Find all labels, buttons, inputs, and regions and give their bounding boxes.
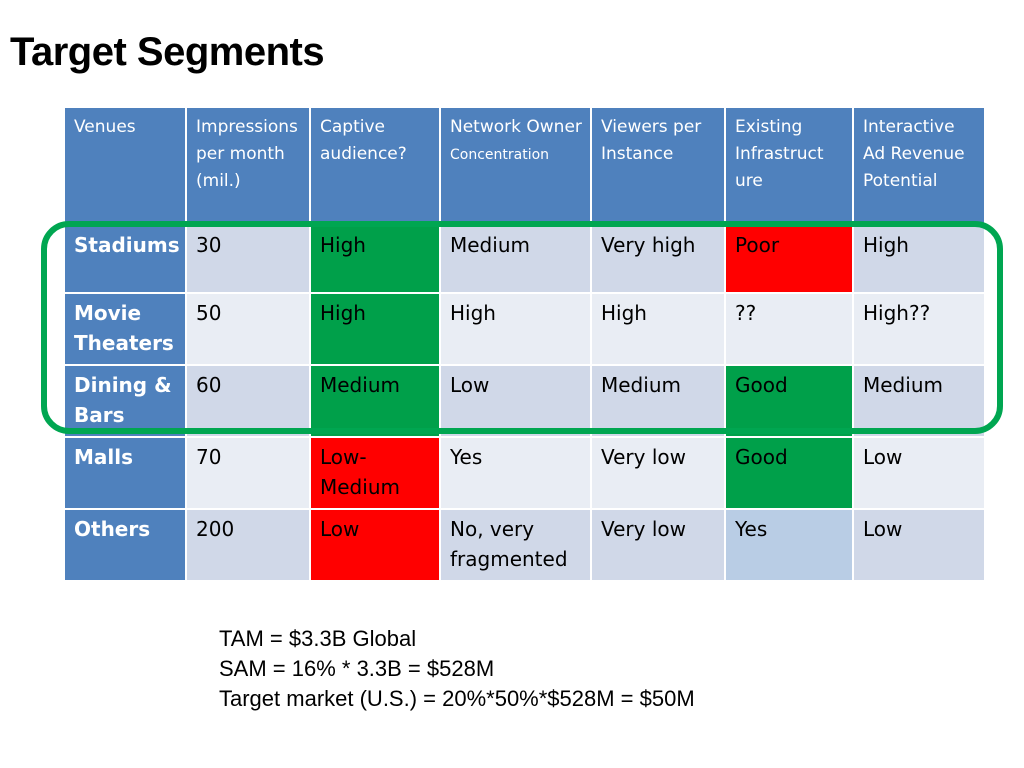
venue-cell: Others — [63, 508, 187, 582]
header-impressions: Impressions per month (mil.) — [185, 106, 311, 226]
impressions-cell: 200 — [185, 508, 311, 582]
table-row: Malls 70 Low-Medium Yes Very low Good Lo… — [63, 436, 986, 510]
venue-cell: Malls — [63, 436, 187, 510]
impressions-cell: 30 — [185, 224, 311, 294]
captive-cell: Medium — [309, 364, 441, 438]
revenue-potential-cell: Medium — [852, 364, 986, 438]
table-row: Stadiums 30 High Medium Very high Poor H… — [63, 224, 986, 294]
revenue-potential-cell: High?? — [852, 292, 986, 366]
network-owner-cell: High — [439, 292, 592, 366]
captive-cell: High — [309, 224, 441, 294]
tam-line: TAM = $3.3B Global — [219, 626, 417, 651]
slide-title: Target Segments — [10, 30, 325, 74]
table-row: Movie Theaters 50 High High High ?? High… — [63, 292, 986, 366]
target-segments-table: Venues Impressions per month (mil.) Capt… — [63, 106, 986, 582]
market-size-notes: TAM = $3.3B Global SAM = 16% * 3.3B = $5… — [219, 624, 695, 714]
impressions-cell: 50 — [185, 292, 311, 366]
captive-cell: Low — [309, 508, 441, 582]
impressions-cell: 70 — [185, 436, 311, 510]
revenue-potential-cell: High — [852, 224, 986, 294]
captive-cell: Low-Medium — [309, 436, 441, 510]
network-owner-cell: No, very fragmented — [439, 508, 592, 582]
table-row: Others 200 Low No, very fragmented Very … — [63, 508, 986, 582]
header-existing-infrastructure: Existing Infrastruct ure — [724, 106, 854, 226]
target-market-line: Target market (U.S.) = 20%*50%*$528M = $… — [219, 686, 695, 711]
captive-cell: High — [309, 292, 441, 366]
impressions-cell: 60 — [185, 364, 311, 438]
header-captive-audience: Captive audience? — [309, 106, 441, 226]
venue-cell: Stadiums — [63, 224, 187, 294]
header-network-owner: Network Owner Concentration — [439, 106, 592, 226]
infrastructure-cell: Good — [724, 436, 854, 510]
infrastructure-cell: Poor — [724, 224, 854, 294]
infrastructure-cell: Good — [724, 364, 854, 438]
sam-line: SAM = 16% * 3.3B = $528M — [219, 656, 495, 681]
infrastructure-cell: Yes — [724, 508, 854, 582]
revenue-potential-cell: Low — [852, 436, 986, 510]
table-row: Dining & Bars 60 Medium Low Medium Good … — [63, 364, 986, 438]
network-owner-cell: Medium — [439, 224, 592, 294]
network-owner-cell: Low — [439, 364, 592, 438]
header-venues: Venues — [63, 106, 187, 226]
viewers-cell: Medium — [590, 364, 726, 438]
viewers-cell: Very low — [590, 436, 726, 510]
viewers-cell: High — [590, 292, 726, 366]
header-ad-revenue-potential: Interactive Ad Revenue Potential — [852, 106, 986, 226]
revenue-potential-cell: Low — [852, 508, 986, 582]
infrastructure-cell: ?? — [724, 292, 854, 366]
header-viewers-per-instance: Viewers per Instance — [590, 106, 726, 226]
network-owner-cell: Yes — [439, 436, 592, 510]
venue-cell: Dining & Bars — [63, 364, 187, 438]
venue-cell: Movie Theaters — [63, 292, 187, 366]
table-header-row: Venues Impressions per month (mil.) Capt… — [63, 106, 986, 226]
viewers-cell: Very low — [590, 508, 726, 582]
viewers-cell: Very high — [590, 224, 726, 294]
